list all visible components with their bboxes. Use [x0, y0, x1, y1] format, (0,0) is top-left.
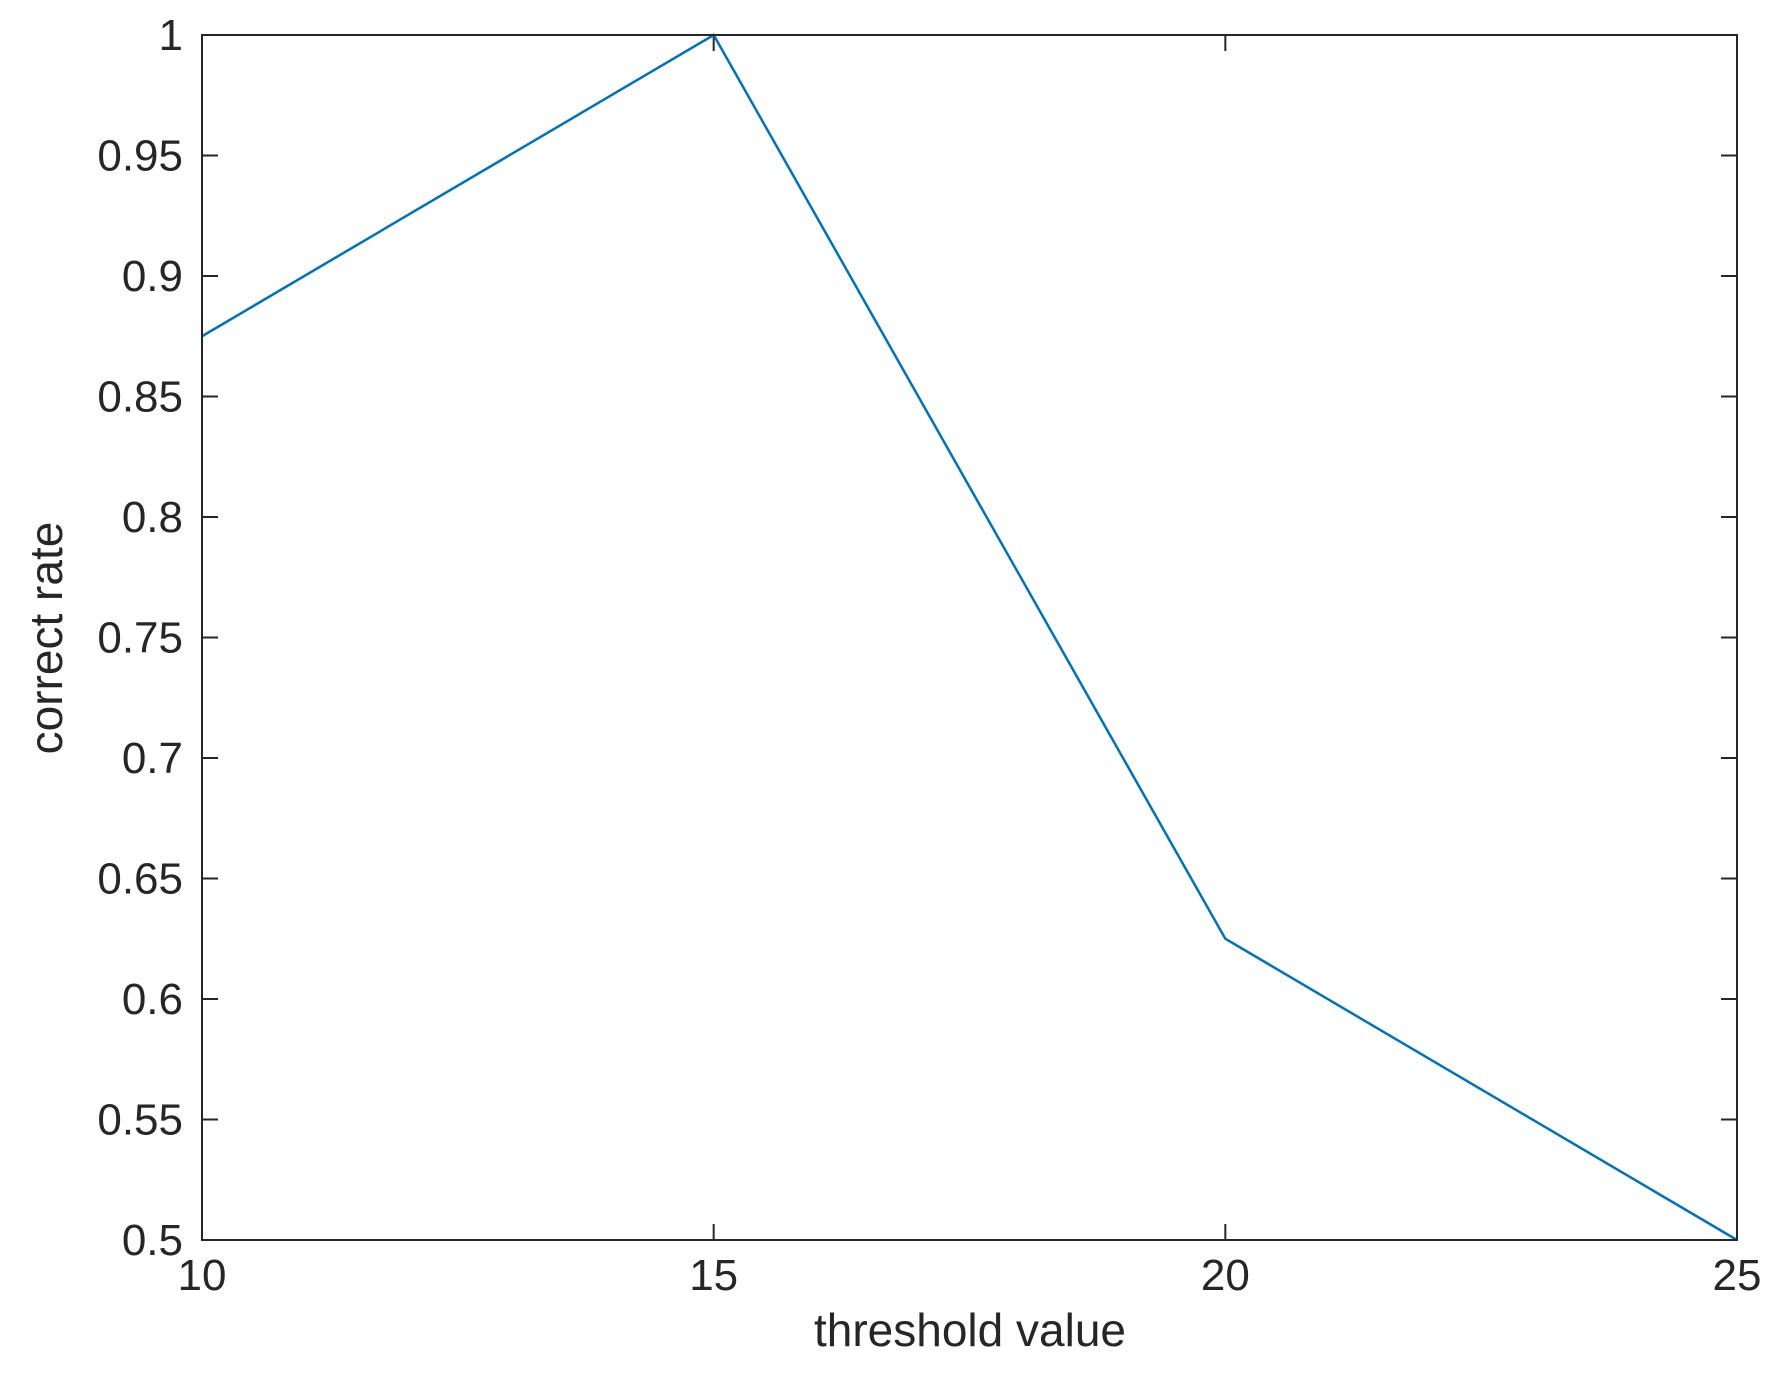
y-tick-label: 0.9: [122, 252, 183, 301]
series-group: [201, 33, 1738, 1242]
y-tick-label: 1: [159, 11, 183, 60]
x-tick-label: 20: [1201, 1251, 1250, 1300]
y-tick-label: 0.65: [97, 855, 183, 904]
tick-labels: 10 15 20 25 0.5 0.55 0.6 0.65 0.7 0.75 0.8 0.85 0.9 0…: [97, 11, 1761, 1300]
y-tick-label: 0.5: [122, 1216, 183, 1265]
y-tick-label: 0.55: [97, 1096, 183, 1145]
series-line: [201, 33, 1738, 1242]
y-tick-label: 0.85: [97, 373, 183, 422]
x-tick-label: 25: [1713, 1251, 1762, 1300]
axes-box: [201, 34, 1738, 1241]
x-axis-label: threshold value: [814, 1304, 1126, 1356]
y-tick-label: 0.7: [122, 734, 183, 783]
y-tick-label: 0.75: [97, 614, 183, 663]
y-tick-label: 0.6: [122, 975, 183, 1024]
y-tick-label: 0.8: [122, 493, 183, 542]
x-tick-label: 10: [178, 1251, 227, 1300]
y-axis-label: correct rate: [20, 522, 72, 755]
y-tick-label: 0.95: [97, 132, 183, 181]
x-tick-label: 15: [689, 1251, 738, 1300]
plot-area: [202, 35, 1737, 1240]
